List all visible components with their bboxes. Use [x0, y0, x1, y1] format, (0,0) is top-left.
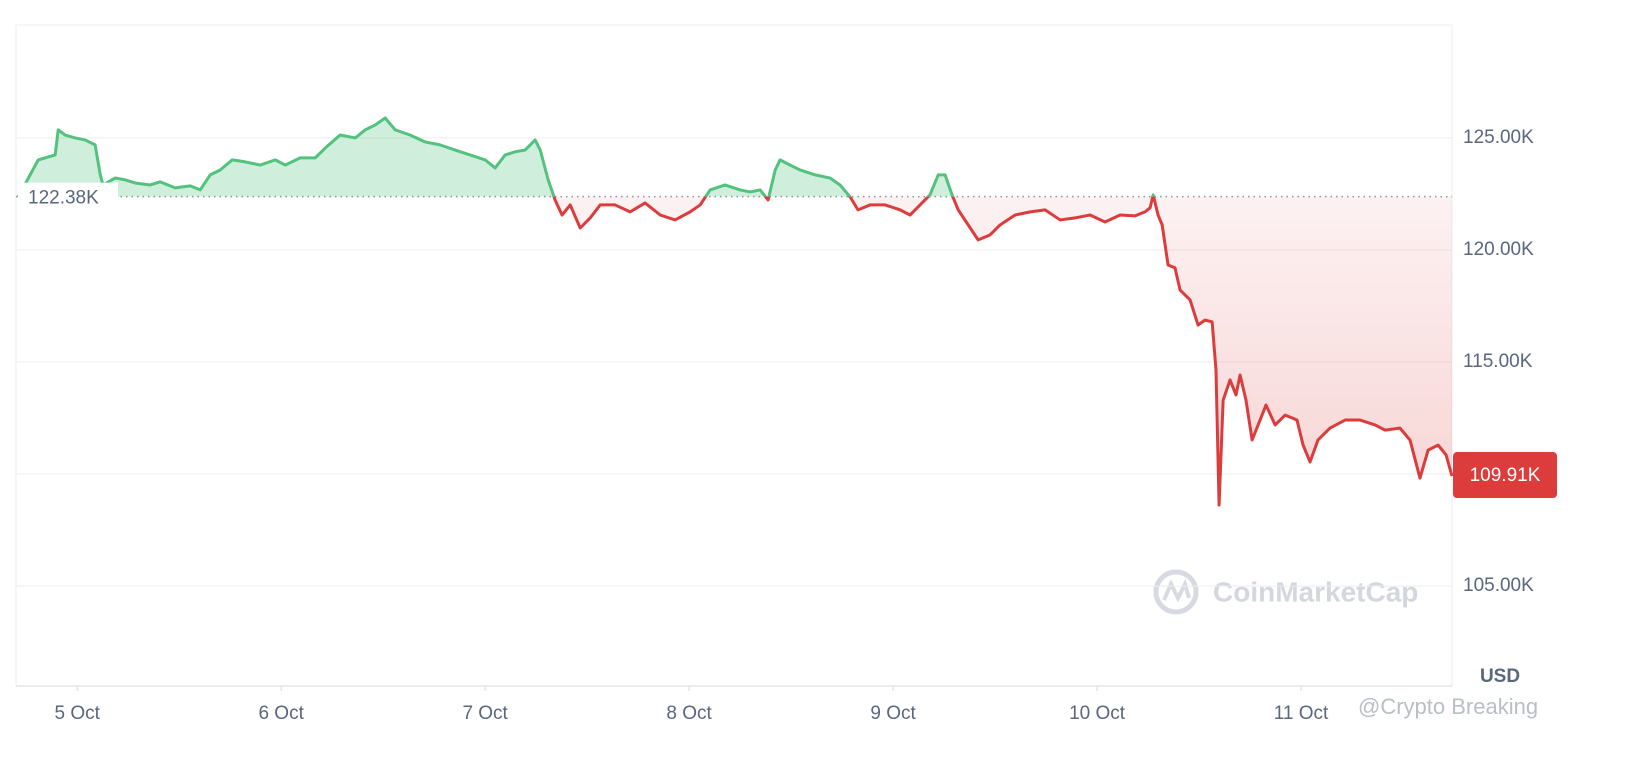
reference-label: 122.38K: [28, 188, 99, 209]
y-tick-label: 105.00K: [1463, 575, 1534, 596]
watermark-text: CoinMarketCap: [1213, 576, 1418, 607]
y-tick-label: 115.00K: [1463, 351, 1533, 372]
line-down: [17, 196, 1454, 507]
reference-label-box: [18, 182, 118, 211]
watermark: [1153, 569, 1199, 615]
x-tick-label: 7 Oct: [462, 703, 508, 724]
x-tick-label: 11 Oct: [1274, 703, 1329, 724]
x-tick-label: 5 Oct: [54, 703, 100, 724]
last-price-badge: [1453, 452, 1557, 499]
x-tick-label: 8 Oct: [666, 703, 712, 724]
y-tick-label: 125.00K: [1463, 127, 1534, 148]
last-price-label: 109.91K: [1470, 465, 1541, 486]
x-tick-label: 9 Oct: [870, 703, 916, 724]
x-tick-label: 10 Oct: [1069, 703, 1126, 724]
watermark-text: @Crypto Breaking: [1358, 694, 1538, 719]
y-unit: USD: [1480, 666, 1520, 687]
x-tick-label: 6 Oct: [258, 703, 304, 724]
area-up: [18, 117, 1154, 197]
y-tick-label: 120.00K: [1463, 239, 1534, 260]
line-up: [16, 116, 1156, 197]
area-down: [18, 196, 1452, 505]
